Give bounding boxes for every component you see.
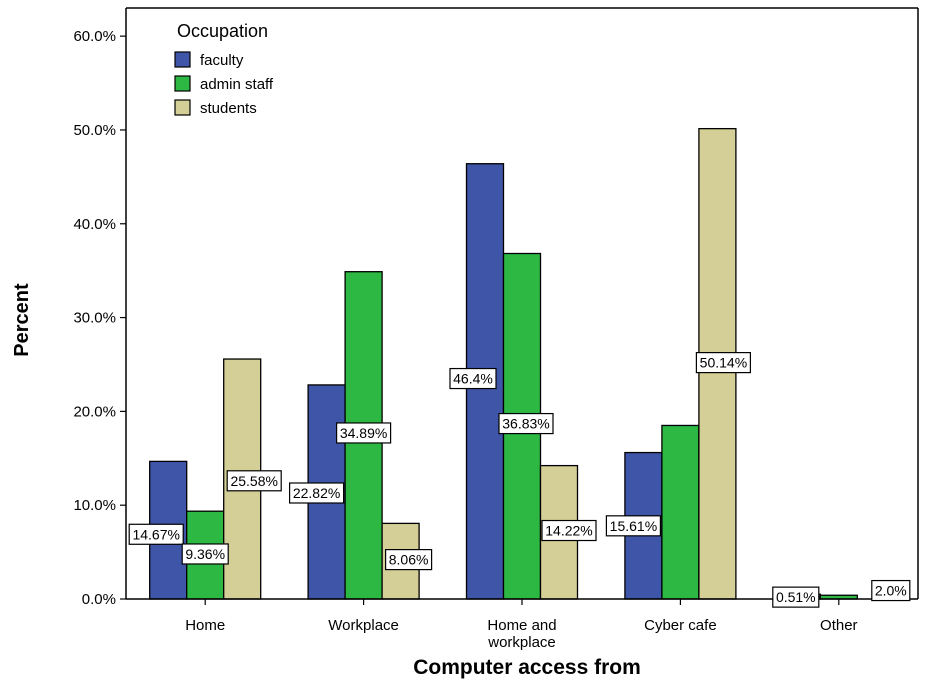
data-label-box	[289, 482, 345, 504]
data-label-box	[695, 352, 752, 374]
data-label-box	[385, 548, 433, 571]
x-tick-label: Other	[820, 617, 858, 634]
data-label: 25.58%	[230, 473, 277, 489]
data-label-box	[336, 422, 392, 444]
y-tick-label: 50.0%	[73, 122, 116, 139]
plot-frame	[125, 7, 919, 599]
x-tick-label: Cyber cafe	[644, 617, 717, 634]
legend-label: admin staff	[200, 76, 274, 93]
data-label: 36.83%	[502, 416, 549, 432]
legend-label: faculty	[200, 52, 244, 69]
data-label-box	[871, 579, 911, 602]
data-label: 14.22%	[545, 523, 592, 539]
y-tick-label: 10.0%	[73, 497, 116, 514]
data-label: 15.61%	[610, 518, 657, 534]
data-labels: 14.67% 9.36% 25.58% 22.82% 34.89% 8.06% 46.4% 3…	[128, 352, 911, 608]
bars	[149, 127, 858, 600]
x-tick-label: Workplace	[328, 617, 399, 634]
data-label: 46.4%	[453, 371, 493, 387]
data-label-box	[181, 543, 229, 565]
legend-label: students	[200, 100, 257, 117]
x-tick-label-line: workplace	[487, 634, 556, 651]
data-label: 9.36%	[185, 546, 225, 562]
legend: Occupation faculty admin staff students	[174, 21, 274, 117]
x-tick-label-line: Home	[185, 617, 225, 634]
data-label: 8.06%	[389, 552, 429, 568]
data-label: 34.89%	[340, 425, 387, 441]
legend-title: Occupation	[177, 21, 268, 41]
y-tick-label: 40.0%	[73, 216, 116, 233]
x-tick-label-line: Workplace	[328, 617, 399, 634]
x-tick-label-line: Home and	[487, 617, 556, 634]
data-label-box	[772, 586, 820, 608]
legend-swatch-admin-staff	[174, 75, 191, 92]
y-tick-label: 20.0%	[73, 403, 116, 420]
x-tick-label-line: Other	[820, 617, 858, 634]
legend-swatch-faculty	[174, 51, 191, 68]
data-label: 22.82%	[293, 485, 340, 501]
data-label-box	[541, 519, 597, 542]
data-label: 14.67%	[132, 526, 179, 542]
y-axis-title: Percent	[11, 283, 33, 357]
bar-admin-staff-3	[661, 424, 700, 600]
y-tick-label: 60.0%	[73, 28, 116, 45]
x-tick-label: Home and workplace	[487, 617, 556, 651]
data-label: 50.14%	[700, 355, 747, 371]
y-axis: 0.0% 10.0% 20.0% 30.0% 40.0% 50.0% 60.0%	[73, 28, 126, 608]
data-label-box	[226, 470, 282, 492]
legend-swatch-students	[174, 99, 191, 116]
y-tick-label: 30.0%	[73, 310, 116, 327]
data-label-box	[605, 515, 662, 537]
data-label-box	[128, 523, 184, 545]
x-tick-label-line: Cyber cafe	[644, 617, 717, 634]
data-label: 2.0%	[875, 583, 907, 599]
data-label-box	[498, 412, 554, 435]
x-tick-label: Home	[185, 617, 225, 634]
data-label: 0.51%	[776, 589, 816, 605]
data-label-box	[449, 367, 497, 390]
x-axis-title: Computer access from	[413, 656, 641, 679]
y-tick-label: 0.0%	[82, 591, 116, 608]
